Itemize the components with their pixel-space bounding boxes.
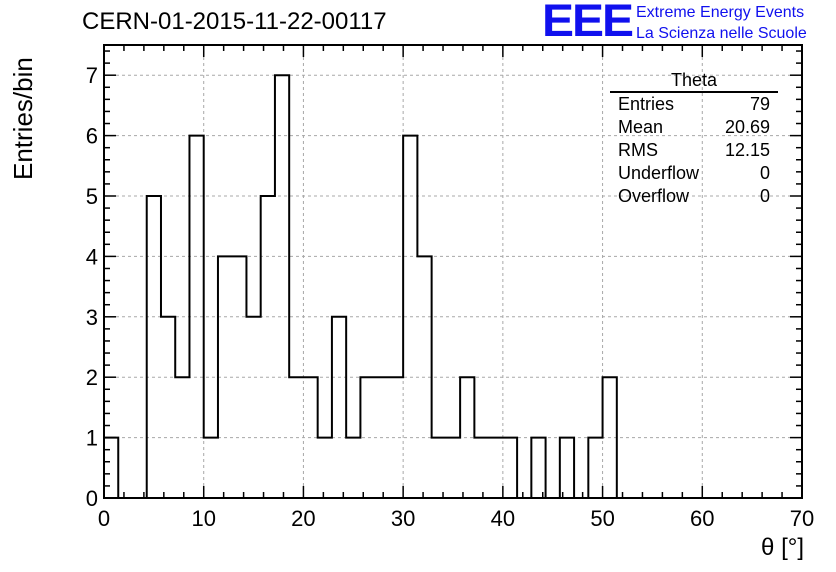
logo-subtitle-2: La Scienza nelle Scuole (636, 25, 807, 42)
x-tick-label: 30 (391, 506, 415, 531)
stats-label: Overflow (618, 186, 690, 206)
stats-value: 12.15 (724, 140, 770, 160)
stats-value: 0 (759, 186, 770, 206)
plot-frame (103, 44, 803, 499)
stats-label: Underflow (618, 163, 700, 183)
stats-box: Theta Entries 79 Mean 20.69 RMS 12.15 Un… (610, 70, 778, 208)
x-axis-label: θ [°] (761, 534, 804, 561)
x-tick-label: 40 (491, 506, 515, 531)
stats-row-mean: Mean 20.69 (610, 116, 778, 139)
y-tick-label: 4 (86, 244, 98, 269)
stats-value: 20.69 (724, 117, 770, 137)
x-tick-label: 70 (790, 506, 814, 531)
stats-value: 79 (749, 94, 770, 114)
stats-value: 0 (759, 163, 770, 183)
x-tick-label: 60 (690, 506, 714, 531)
y-tick-label: 5 (86, 184, 98, 209)
stats-label: Mean (618, 117, 664, 137)
y-tick-label: 6 (86, 124, 98, 149)
histogram-series (103, 74, 802, 499)
stats-row-entries: Entries 79 (610, 93, 778, 116)
logo-subtitle-1: Extreme Energy Events (636, 4, 805, 21)
y-tick-label: 1 (86, 426, 98, 451)
x-tick-label: 20 (291, 506, 315, 531)
stats-row-rms: RMS 12.15 (610, 139, 778, 162)
stats-label: Entries (618, 94, 675, 114)
eee-logo: EEE (542, 0, 634, 47)
stats-row-underflow: Underflow 0 (610, 162, 778, 185)
y-axis-label: Entries/bin (8, 57, 38, 180)
x-tick-label: 50 (590, 506, 614, 531)
stats-row-overflow: Overflow 0 (610, 185, 778, 208)
x-tick-label: 0 (98, 506, 110, 531)
chart-title: CERN-01-2015-11-22-00117 (82, 8, 387, 35)
y-tick-label: 0 (86, 486, 98, 511)
x-tick-label: 10 (191, 506, 215, 531)
stats-label: RMS (618, 140, 658, 160)
y-tick-label: 2 (86, 365, 98, 390)
y-tick-label: 3 (86, 305, 98, 330)
stats-title: Theta (610, 70, 778, 93)
y-tick-label: 7 (86, 63, 98, 88)
